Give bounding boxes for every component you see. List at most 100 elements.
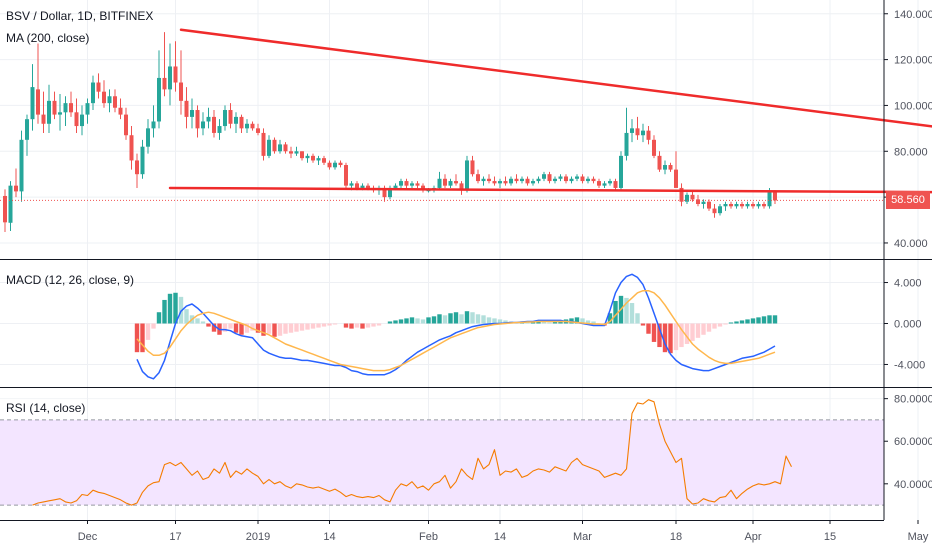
x-tick-label: Feb — [419, 531, 438, 543]
candle-down — [366, 185, 370, 188]
macd-histogram-bar — [750, 318, 756, 324]
candle-up — [223, 110, 227, 127]
candle-down — [773, 192, 777, 201]
macd-histogram-bar — [552, 321, 558, 324]
candle-up — [146, 128, 150, 147]
y-tick-label: 140.000 — [894, 9, 932, 21]
candle-up — [201, 121, 205, 129]
macd-histogram-bar — [332, 323, 338, 325]
candle-down — [421, 185, 425, 191]
candle-down — [118, 107, 123, 115]
candle-down — [129, 135, 134, 161]
candle-up — [349, 183, 354, 186]
candle-up — [465, 160, 469, 191]
candle-down — [762, 203, 766, 207]
macd-histogram-bar — [547, 322, 552, 324]
macd-histogram-bar — [354, 323, 360, 328]
macd-histogram-bar — [453, 312, 459, 324]
candle-up — [437, 178, 442, 188]
candle-up — [8, 185, 13, 223]
candle-down — [470, 160, 475, 175]
macd-histogram-bar — [695, 323, 701, 338]
candle-up — [140, 146, 145, 175]
candle-up — [624, 132, 629, 156]
candle-up — [569, 178, 574, 182]
price-pane[interactable] — [0, 28, 932, 232]
macd-histogram-bar — [272, 323, 277, 337]
candle-up — [151, 121, 156, 129]
macd-signal-line — [136, 289, 776, 372]
candle-down — [580, 176, 585, 182]
macd-histogram-bar — [321, 323, 327, 327]
y-tick-label: 120.000 — [894, 55, 932, 67]
candle-up — [85, 103, 90, 115]
y-tick-label: 80.0000 — [894, 394, 932, 406]
macd-indicator-label: MACD (12, 26, close, 9) — [6, 273, 135, 287]
macd-histogram-bar — [343, 323, 349, 328]
macd-histogram-bar — [184, 309, 189, 324]
candle-up — [19, 139, 24, 192]
macd-histogram-bar — [404, 318, 409, 324]
candle-down — [344, 165, 348, 186]
macd-histogram-bar — [200, 321, 206, 324]
macd-histogram-bar — [393, 320, 398, 324]
candle-up — [756, 203, 761, 207]
candle-down — [322, 158, 326, 163]
macd-histogram-bar — [712, 323, 717, 329]
candle-down — [674, 169, 678, 188]
x-tick-label: Apr — [744, 531, 761, 543]
x-tick-label: 14 — [323, 531, 335, 543]
candle-down — [173, 66, 178, 83]
candle-up — [388, 187, 392, 198]
candle-up — [602, 183, 607, 186]
candle-up — [608, 181, 612, 184]
macd-histogram-bar — [228, 323, 233, 329]
candle-up — [734, 203, 739, 207]
macd-histogram-bar — [464, 311, 470, 324]
trendline — [179, 28, 932, 128]
macd-histogram-bar — [574, 317, 580, 324]
macd-histogram-bar — [415, 318, 420, 324]
macd-histogram-bar — [739, 320, 745, 324]
macd-histogram-bar — [327, 323, 332, 326]
candle-up — [509, 178, 513, 184]
candle-up — [520, 178, 524, 182]
macd-pane[interactable] — [134, 273, 778, 380]
candle-up — [58, 112, 62, 115]
x-tick-label: 14 — [494, 531, 506, 543]
macd-histogram-bar — [629, 303, 635, 324]
candle-up — [745, 203, 750, 207]
candle-down — [311, 155, 315, 161]
candle-down — [327, 162, 332, 168]
candle-down — [272, 139, 277, 152]
rsi-pane[interactable] — [0, 399, 884, 506]
macd-histogram-bar — [360, 323, 365, 329]
macd-histogram-bar — [349, 323, 354, 329]
macd-histogram-bar — [283, 323, 288, 334]
macd-histogram-bar — [673, 323, 679, 351]
candle-up — [63, 103, 68, 113]
rsi-line — [32, 399, 792, 506]
candle-down — [300, 151, 304, 159]
macd-histogram-bar — [316, 323, 321, 328]
macd-histogram-bar — [266, 323, 272, 334]
candle-up — [630, 128, 634, 133]
candle-down — [382, 187, 387, 198]
macd-histogram-bar — [305, 323, 310, 330]
x-tick-label: 2019 — [246, 531, 270, 543]
candle-down — [250, 123, 255, 129]
macd-histogram-bar — [624, 297, 629, 324]
macd-histogram-bar — [497, 319, 503, 324]
candle-down — [338, 162, 343, 166]
candle-down — [355, 183, 359, 188]
candle-up — [426, 190, 431, 192]
macd-histogram-bar — [475, 314, 481, 324]
macd-histogram-bar — [701, 323, 706, 335]
macd-histogram-bar — [420, 319, 426, 324]
rsi-indicator-label: RSI (14, close) — [6, 401, 86, 415]
macd-histogram-bar — [503, 320, 508, 324]
candle-down — [613, 181, 618, 188]
macd-histogram-bar — [734, 321, 739, 324]
candle-down — [3, 195, 7, 223]
